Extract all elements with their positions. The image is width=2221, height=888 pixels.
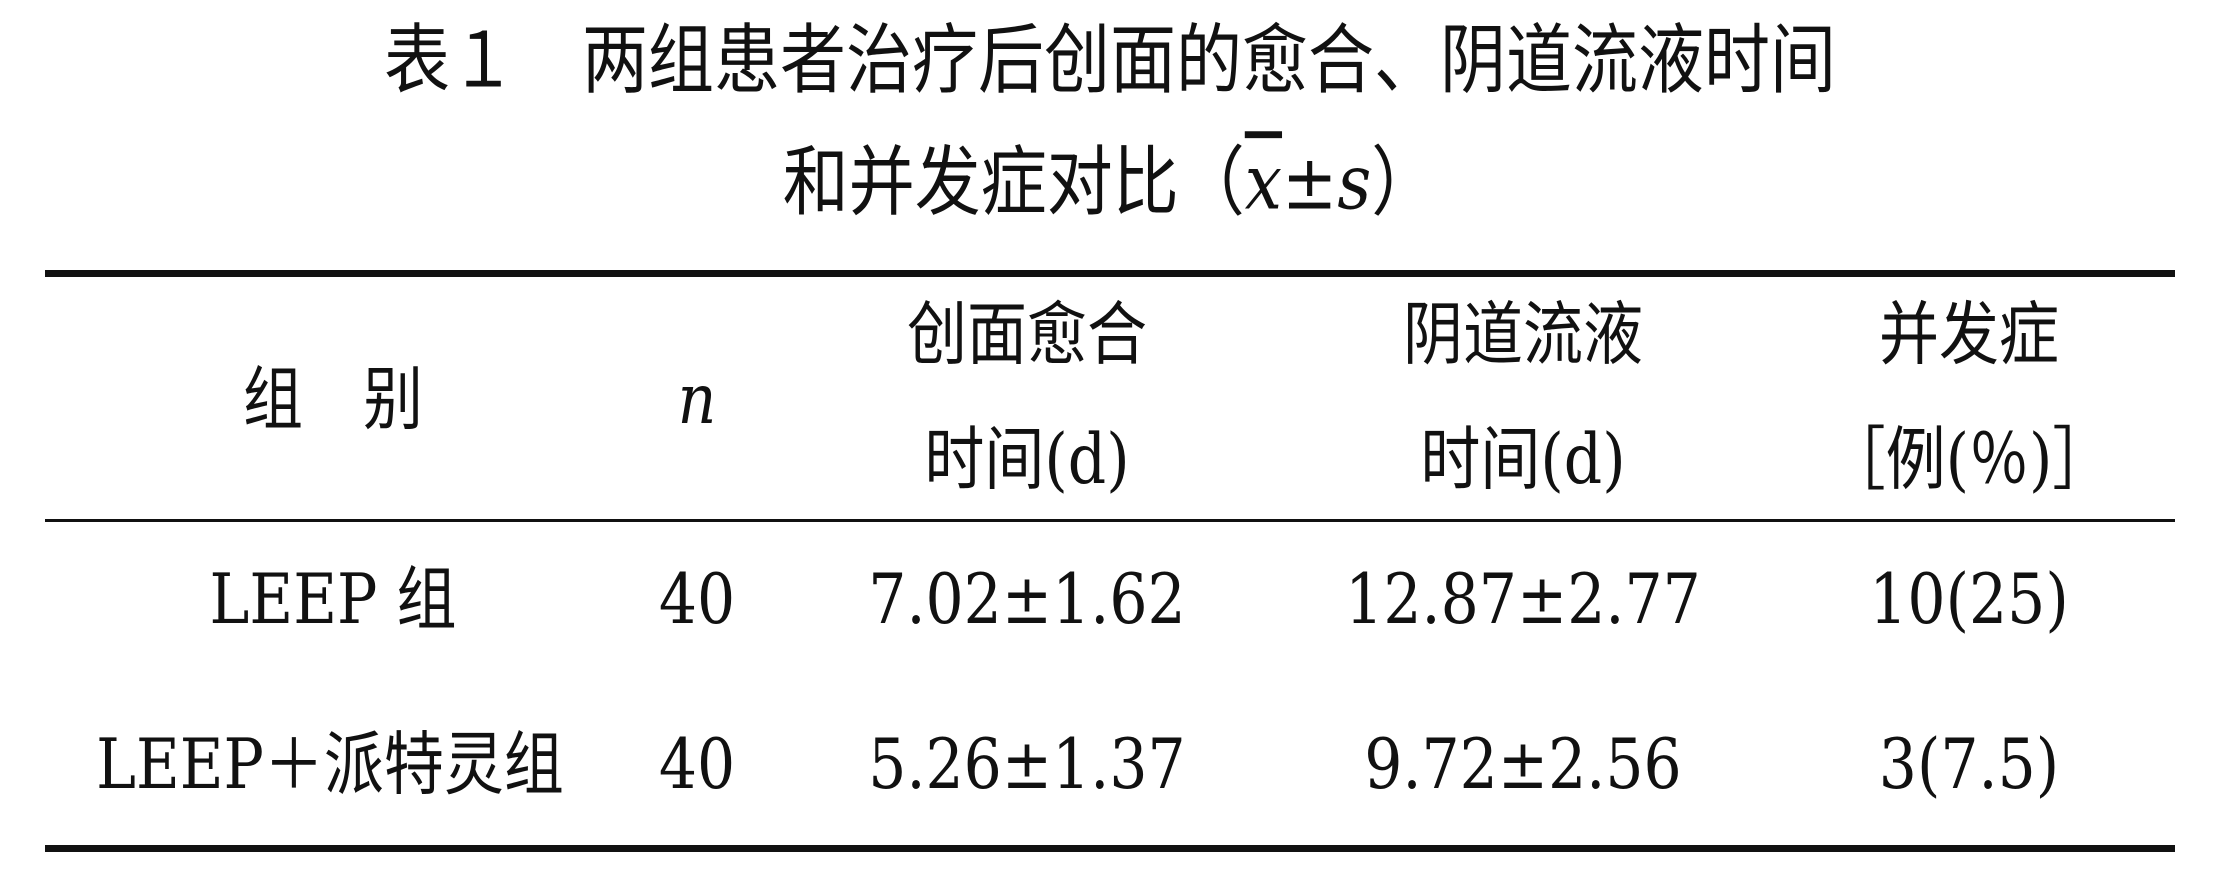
cell-complication: 3(7.5): [1878, 724, 2060, 806]
cell-group: LEEP 组: [209, 559, 457, 641]
cell-complication: 10(25): [1869, 559, 2069, 641]
header-discharge-2: 时间(d): [1420, 419, 1626, 501]
header-healing-1: 创面愈合: [907, 294, 1147, 376]
cell-healing: 5.26±1.37: [868, 724, 1186, 806]
plus-minus-symbol: ±: [1282, 138, 1338, 227]
sd-symbol: s: [1337, 138, 1372, 227]
header-complication-1: 并发症: [1879, 294, 2059, 376]
top-rule: [45, 270, 2175, 277]
header-discharge-1: 阴道流液: [1403, 294, 1643, 376]
header-healing-2: 时间(d): [924, 419, 1130, 501]
bottom-rule: [45, 845, 2175, 852]
cell-healing: 7.02±1.62: [868, 559, 1186, 641]
cell-group: LEEP＋派特灵组: [96, 724, 564, 806]
cell-n: 40: [658, 559, 736, 641]
caption-line-1: 表１ 两组患者治疗后创面的愈合、阴道流液时间: [384, 16, 1836, 105]
cell-n: 40: [658, 724, 736, 806]
mean-symbol: x: [1244, 138, 1283, 227]
header-n: n: [677, 359, 717, 441]
caption-text: 和并发症对比（: [782, 138, 1245, 227]
caption-close-paren: ）: [1371, 138, 1438, 227]
header-rule: [45, 519, 2175, 522]
cell-discharge: 9.72±2.56: [1364, 724, 1682, 806]
caption-line-2: 和并发症对比（x±s）: [783, 144, 1437, 221]
header-complication-2: ［例(％)］: [1825, 419, 2113, 501]
cell-discharge: 12.87±2.77: [1345, 559, 1701, 641]
header-group: 组 别: [243, 359, 423, 441]
